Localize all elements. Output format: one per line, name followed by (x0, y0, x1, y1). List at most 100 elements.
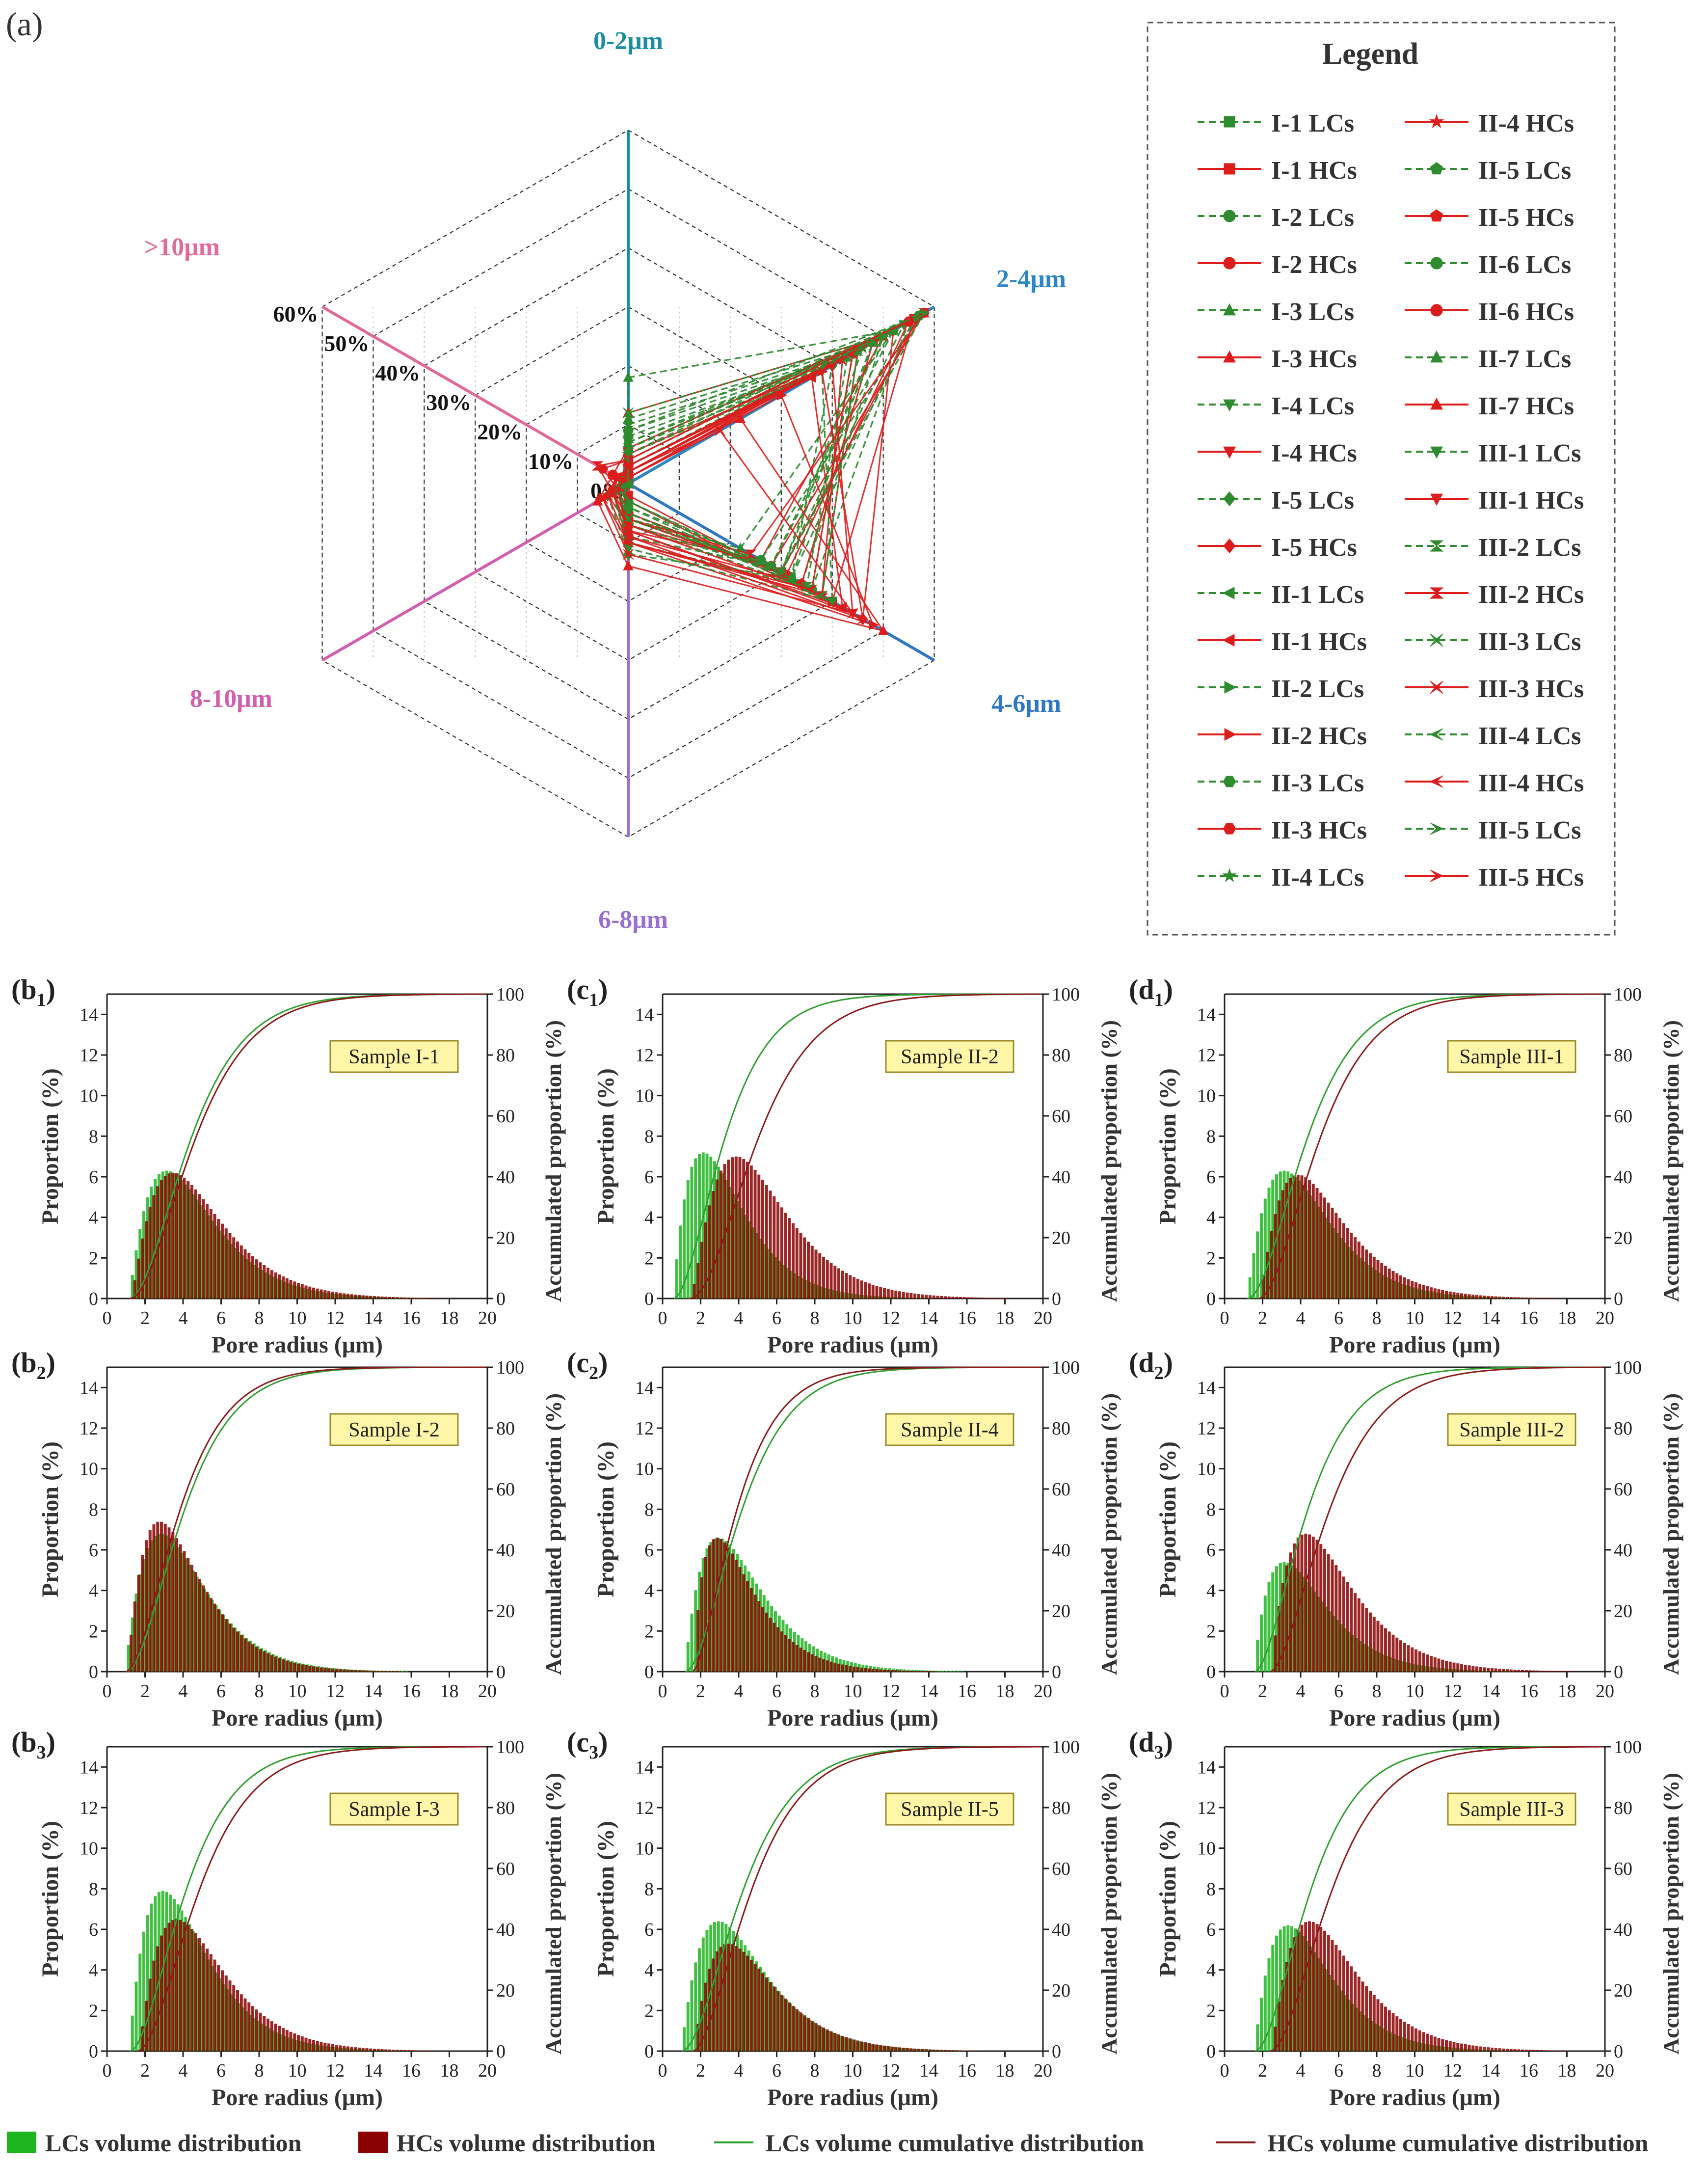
lcs-bar (1260, 1614, 1263, 1672)
lcs-line-legend-label: LCs volume cumulative distribution (766, 2129, 1144, 2157)
hcs-bar (917, 1671, 920, 1672)
hcs-bar (411, 1298, 414, 1299)
hcs-bar (160, 1521, 163, 1672)
x-tick-label: 14 (364, 1308, 383, 1328)
hcs-bar (925, 1671, 928, 1672)
hcs-bar (906, 1292, 909, 1299)
hcs-bar (1471, 1295, 1475, 1299)
hcs-bar (1471, 1666, 1475, 1672)
y-tick-label: 6 (1206, 1920, 1216, 1940)
hcs-bar (856, 1667, 859, 1672)
hcs-bar (152, 1195, 156, 1299)
hcs-bar (1422, 2032, 1425, 2051)
hcs-bar (190, 1565, 193, 1672)
sample-box (329, 1413, 459, 1446)
hcs-bar (738, 1567, 742, 1672)
hcs-bar (145, 2001, 148, 2051)
hcs-bar (989, 1298, 992, 1299)
hcs-bar (160, 1935, 163, 2051)
hcs-bar (1555, 1298, 1558, 1299)
y2-tick-label: 40 (1052, 1540, 1070, 1561)
lcs-bar (1267, 1581, 1271, 1672)
hcs-bar (909, 1293, 913, 1299)
panel-label-sub: 3 (37, 1742, 46, 1763)
hcs-bar (1517, 1297, 1521, 1299)
hcs-bar (1308, 1180, 1311, 1299)
y-tick-label: 10 (1197, 1459, 1216, 1480)
hcs-bar (1308, 1921, 1311, 2051)
hcs-bar (282, 2028, 285, 2051)
lcs-bar (683, 2027, 686, 2051)
hcs-bar (365, 1670, 369, 1672)
x-tick-label: 20 (1034, 1308, 1052, 1328)
hcs-bar (388, 1671, 391, 1672)
hcs-bar (1494, 1668, 1497, 1672)
hcs-bar (1407, 2024, 1410, 2051)
legend-marker (1430, 680, 1443, 694)
hcs-bar (1376, 1260, 1380, 1299)
hcs-bar (274, 2024, 277, 2051)
hcs-bar (1380, 1263, 1384, 1299)
x-tick-label: 8 (255, 1308, 264, 1328)
hcs-bar (141, 1238, 144, 1299)
hcs-bar (1270, 1231, 1273, 1299)
legend-marker (1430, 493, 1443, 506)
hcs-bar (886, 1670, 890, 1672)
hcs-bar (913, 1671, 916, 1672)
hcs-bar (753, 1169, 757, 1299)
lcs-bar (675, 1259, 678, 1299)
hcs-bar (1300, 1924, 1304, 2051)
hcs-bar (719, 1947, 722, 2051)
lcs-bar (1260, 1998, 1263, 2051)
hcs-bar (148, 1978, 152, 2051)
hcs-cumulative-line (130, 993, 486, 1299)
legend-label: II-7 LCs (1478, 345, 1571, 373)
y-tick-label: 6 (644, 1920, 654, 1940)
distribution-panel: 0 2 4 6 8 10 12 14 16 18 2002468101214020406080100… (11, 1347, 566, 1731)
hcs-bar (167, 1922, 171, 2051)
hcs-bar (1361, 1981, 1364, 2051)
hcs-bar (1448, 2041, 1452, 2051)
radar-axis-label: 8-10μm (190, 685, 272, 713)
y-tick-label: 2 (1206, 1621, 1216, 1642)
y-tick-label: 8 (89, 1499, 98, 1520)
hcs-bar (1357, 1242, 1361, 1299)
y2-axis-title: Accumulated proportion (%) (1096, 1020, 1121, 1302)
radar-point (775, 567, 787, 577)
legend-label: II-5 HCs (1478, 204, 1574, 232)
hcs-bar (335, 1669, 338, 1672)
x-tick-label: 8 (810, 1308, 820, 1328)
y-tick-label: 0 (644, 2041, 654, 2062)
hcs-bar (1296, 1929, 1300, 2051)
hcs-bar (316, 1667, 319, 1672)
hcs-bar (856, 2040, 859, 2051)
legend-marker (1224, 116, 1235, 128)
hcs-bar (1464, 2044, 1467, 2051)
y2-axis-title: Accumulated proportion (%) (541, 1020, 566, 1302)
y-tick-label: 14 (80, 1757, 98, 1778)
hcs-bar (308, 1666, 312, 1672)
y-tick-label: 12 (1197, 1798, 1216, 1818)
y-tick-label: 6 (1206, 1167, 1216, 1188)
hcs-bar-legend-label: HCs volume distribution (397, 2129, 656, 2157)
hcs-bar (274, 1272, 277, 1299)
hcs-bar (267, 2018, 269, 2051)
hcs-bar (853, 1277, 855, 1299)
hcs-bar (369, 1296, 373, 1299)
x-tick-label: 2 (696, 1681, 705, 1702)
hcs-bar (236, 1990, 239, 2051)
hcs-bar (320, 1667, 323, 1672)
hcs-bar (906, 1671, 909, 1672)
x-tick-label: 12 (326, 1681, 345, 1702)
radar-point (816, 366, 828, 377)
x-tick-label: 20 (478, 2060, 497, 2081)
hcs-bar (1418, 1283, 1421, 1299)
hcs-bar (1422, 1652, 1425, 1672)
hcs-bar (829, 1263, 833, 1299)
hcs-bar (1403, 1643, 1406, 1672)
hcs-bar (217, 1965, 220, 2051)
y-tick-label: 12 (1197, 1418, 1216, 1439)
y-tick-label: 14 (635, 1757, 654, 1778)
hcs-bar (1388, 1631, 1391, 1672)
hcs-bar (232, 1985, 236, 2051)
